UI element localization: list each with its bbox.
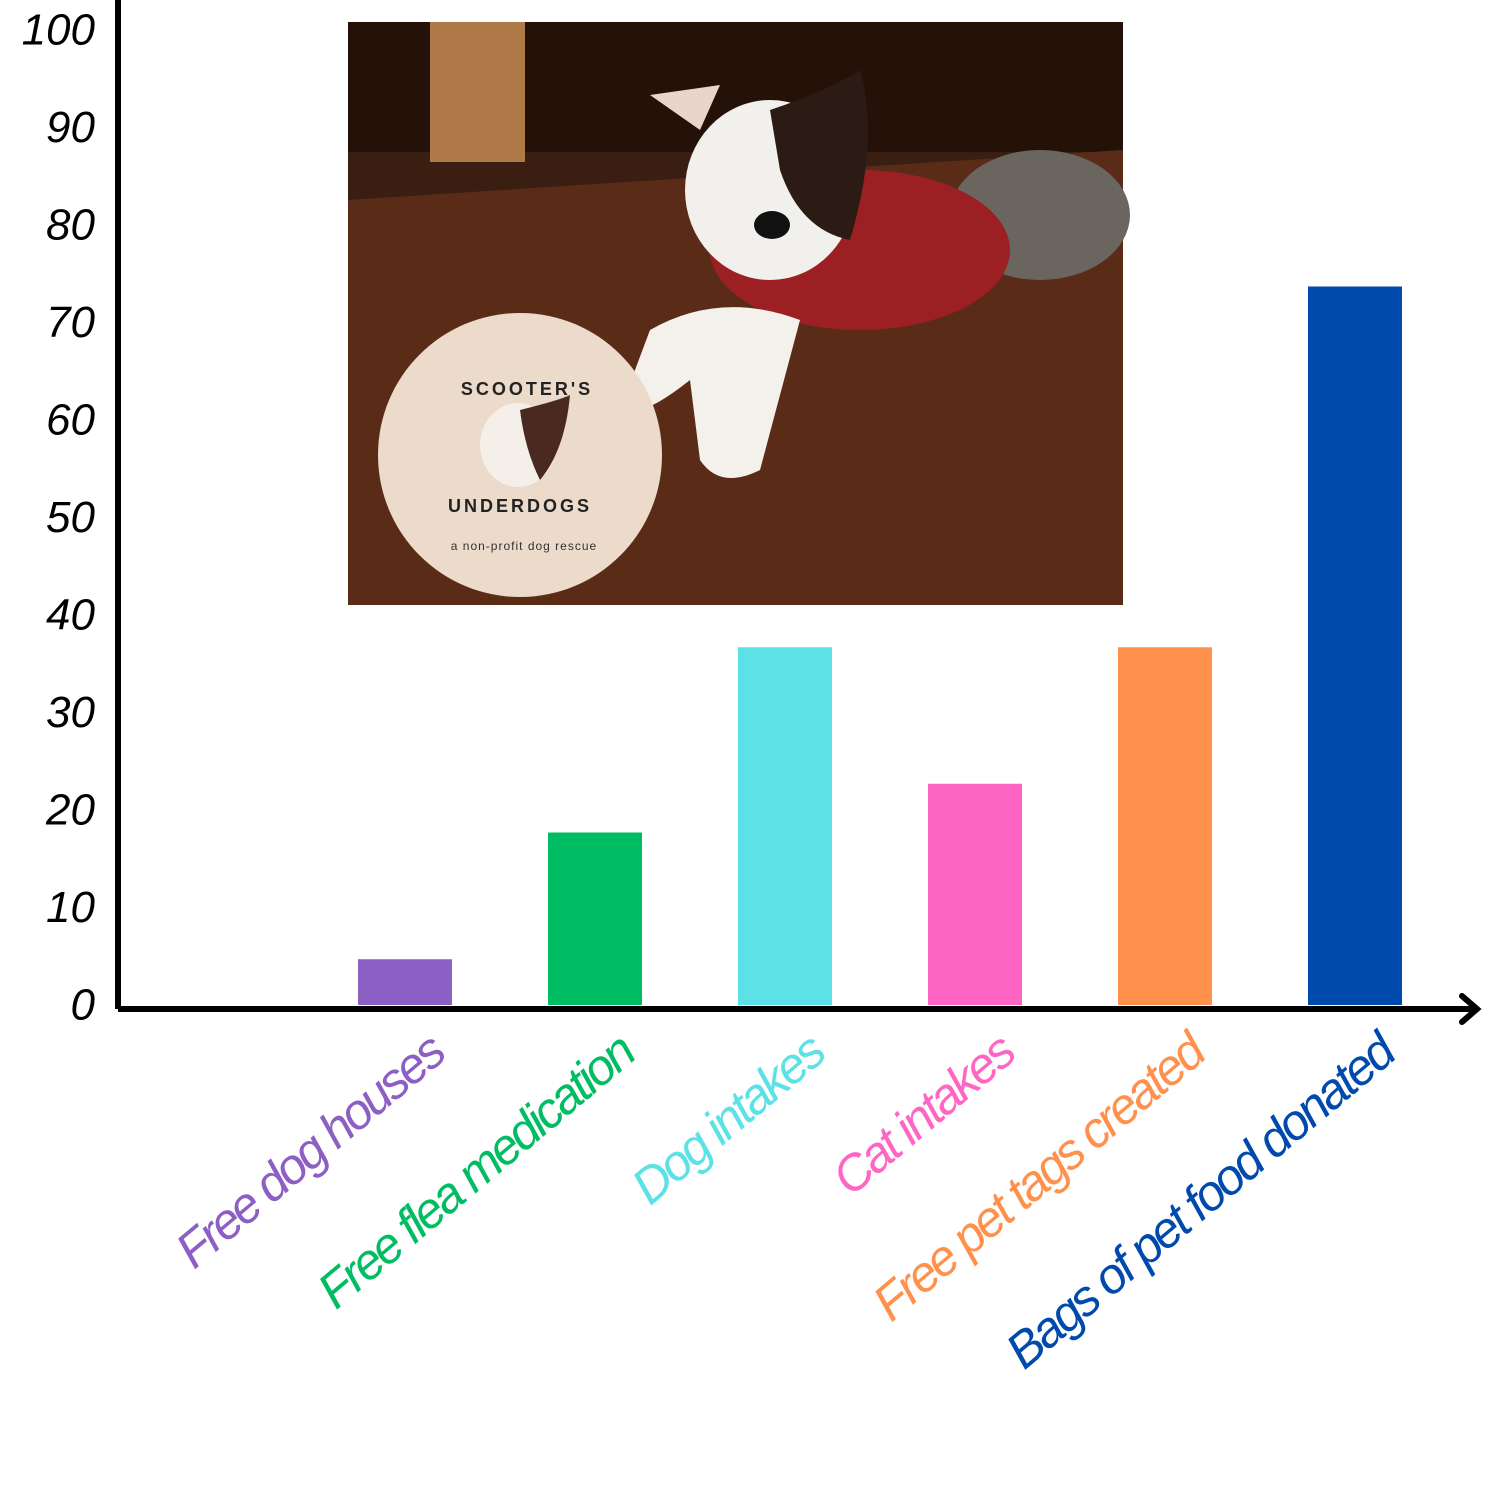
x-tick-label: Dog intakes: [621, 1022, 836, 1215]
photo-dog-legs: [620, 307, 800, 478]
x-axis-arrow: [1459, 993, 1482, 1025]
bar: [358, 959, 452, 1005]
y-tick-label: 70: [46, 298, 95, 347]
y-tick-label: 80: [46, 201, 95, 250]
bar: [738, 647, 832, 1005]
y-tick-label: 90: [46, 103, 95, 152]
logo-bottom: UNDERDOGS: [448, 496, 592, 516]
y-tick-label: 20: [45, 786, 95, 835]
photo-dog-nose: [754, 211, 790, 239]
y-tick-label: 50: [46, 493, 95, 542]
bar: [928, 783, 1022, 1005]
logo-tagline: a non-profit dog rescue: [451, 539, 597, 553]
photo-dog-ear: [650, 85, 720, 130]
bar: [1308, 286, 1402, 1005]
x-tick-label: Free flea medication: [307, 1023, 645, 1319]
y-tick-label: 30: [46, 688, 95, 737]
y-tick-label: 60: [46, 396, 95, 445]
photo-door: [430, 22, 525, 162]
logo-dog-patch: [520, 395, 570, 480]
logo-top: SCOOTER'S: [461, 379, 593, 399]
bar: [548, 832, 642, 1005]
photo: SCOOTER'S UNDERDOGS a non-profit dog res…: [348, 22, 1130, 605]
photo-dog-patch: [770, 70, 868, 240]
y-tick-label: 40: [46, 591, 95, 640]
y-tick-label: 0: [71, 981, 96, 1030]
bar: [1118, 647, 1212, 1005]
y-tick-label: 100: [22, 6, 96, 55]
x-tick-label: Free pet tags created: [862, 1020, 1218, 1331]
y-tick-label: 10: [46, 883, 95, 932]
